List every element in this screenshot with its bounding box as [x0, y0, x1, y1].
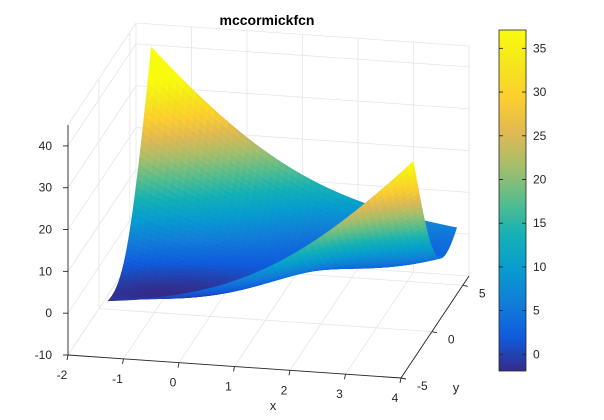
surface-patch	[212, 275, 222, 280]
x-tick-label: -1	[112, 372, 123, 386]
colorbar-tick-label: 10	[533, 260, 547, 274]
surface-patch	[212, 278, 221, 283]
x-tick-mark	[177, 362, 180, 368]
x-tick-label: 3	[336, 387, 343, 401]
surface-patch	[232, 273, 242, 277]
colorbar-tick-label: 35	[533, 41, 547, 55]
y-tick-label: 5	[479, 286, 486, 300]
surface-patch	[431, 239, 440, 243]
surface-patch	[107, 299, 117, 302]
axes-lines	[63, 125, 470, 384]
z-tick-label: 10	[39, 264, 53, 278]
surface-patch	[203, 283, 213, 287]
x-axis-label: x	[270, 398, 277, 413]
colorbar-gradient	[498, 29, 527, 372]
surface-patch	[127, 299, 135, 301]
gridline	[67, 85, 137, 188]
y-axis-label: y	[453, 380, 460, 395]
surface-patch	[240, 270, 249, 275]
x-tick-mark	[344, 374, 346, 380]
surface-patch	[444, 239, 453, 244]
box-edge	[67, 22, 137, 126]
z-tick-label: 30	[39, 181, 53, 195]
x-tick-label: 2	[281, 383, 288, 397]
chart-title: mccormickfcn	[220, 12, 315, 28]
z-tick-label: 0	[45, 306, 52, 320]
x-tick-mark	[399, 377, 402, 384]
colorbar-tick-label: 30	[533, 85, 547, 99]
surface-patch	[218, 278, 227, 283]
gridline	[67, 127, 137, 230]
gridline	[98, 308, 432, 333]
gridline	[289, 268, 359, 371]
surface-patch	[225, 276, 234, 280]
x-tick-mark	[122, 358, 124, 364]
surface-patch	[438, 239, 447, 244]
colorbar-tick-label: 25	[533, 129, 547, 143]
y-tick-label: 0	[448, 333, 455, 347]
y-tick-mark	[431, 331, 437, 334]
surface-patch	[233, 270, 242, 275]
z-tick-label: 40	[39, 139, 53, 153]
x-tick-mark	[66, 354, 69, 361]
colorbar-tick-label: 5	[533, 304, 540, 318]
x-tick-label: 0	[170, 376, 177, 390]
surface-patch	[219, 275, 228, 280]
surface-patch	[430, 242, 439, 246]
box-edge	[135, 22, 470, 47]
y-tick-label: -5	[417, 379, 428, 393]
surface-mesh	[107, 46, 458, 302]
gridline	[67, 169, 137, 272]
colorbar-tick-label: 20	[533, 172, 547, 186]
gridline	[67, 43, 137, 147]
surface-patch	[211, 281, 220, 285]
x-tick-mark	[288, 370, 291, 376]
x-tick-label: -2	[57, 368, 68, 382]
surface-patch	[437, 242, 446, 246]
colorbar: 35 30 25 20 15 10 5 0	[498, 29, 547, 372]
surface-patch	[205, 278, 214, 282]
gridline	[234, 264, 303, 367]
surface-patch	[226, 273, 235, 277]
x-tick-label: 1	[225, 380, 232, 394]
surface-patch	[196, 286, 205, 290]
z-tick-label: -10	[35, 348, 53, 362]
colorbar-tick-label: 0	[533, 347, 540, 361]
y-tick-mark	[462, 284, 468, 287]
x-tick-label: 4	[392, 391, 399, 405]
y-axis-line	[400, 275, 470, 379]
gridline	[345, 271, 414, 375]
colorbar-ticks: 35 30 25 20 15 10 5 0	[499, 41, 547, 361]
surface-patch	[204, 281, 213, 285]
z-tick-label: 20	[39, 223, 53, 237]
x-tick-mark	[233, 366, 235, 372]
gridline	[67, 210, 137, 314]
surface-patch	[220, 272, 229, 277]
gridline	[135, 43, 470, 68]
colorbar-tick-label: 15	[533, 216, 547, 230]
y-tick-mark	[400, 377, 407, 380]
